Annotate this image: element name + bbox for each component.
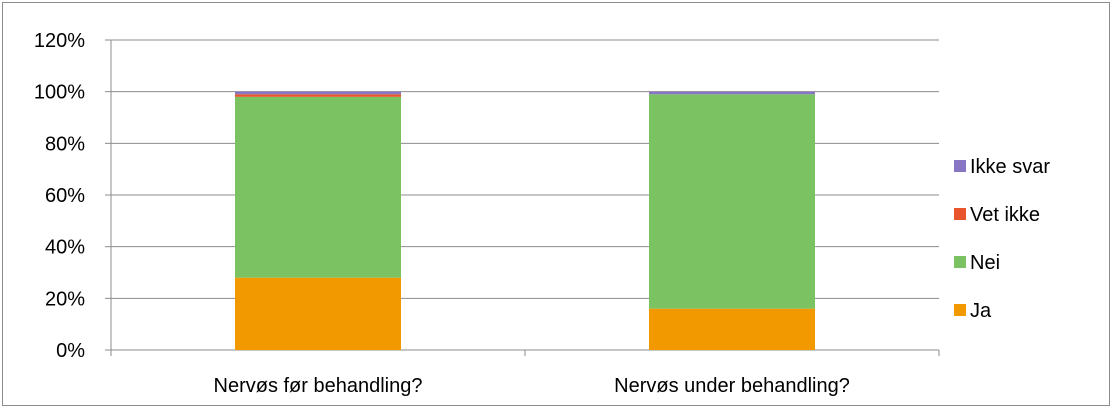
bar-segment-ikke-svar	[649, 91, 815, 95]
bar-segment-nei	[235, 96, 401, 278]
legend-label: Nei	[970, 252, 1000, 274]
y-tick-label: 20%	[45, 288, 85, 310]
legend-swatch-ikke-svar	[954, 160, 966, 172]
legend-label: Ja	[970, 300, 992, 322]
chart-frame	[2, 2, 1110, 406]
legend-label: Vet ikke	[970, 204, 1040, 226]
x-category-label: Nervøs før behandling?	[214, 375, 423, 397]
legend-label: Ikke svar	[970, 156, 1050, 178]
y-tick-label: 40%	[45, 237, 85, 259]
bar-segment-ja	[649, 308, 815, 350]
bar-segment-vet-ikke	[235, 94, 401, 97]
bar-segment-nei	[649, 94, 815, 309]
y-tick-label: 100%	[34, 82, 85, 104]
y-tick-label: 80%	[45, 133, 85, 155]
y-tick-label: 0%	[56, 340, 85, 362]
legend-swatch-nei	[954, 256, 966, 268]
legend-swatch-vet-ikke	[954, 208, 966, 220]
x-category-label: Nervøs under behandling?	[614, 375, 850, 397]
y-tick-label: 120%	[34, 30, 85, 52]
bar-segment-ja	[235, 277, 401, 350]
legend-swatch-ja	[954, 304, 966, 316]
bar-segment-ikke-svar	[235, 91, 401, 95]
y-tick-label: 60%	[45, 185, 85, 207]
